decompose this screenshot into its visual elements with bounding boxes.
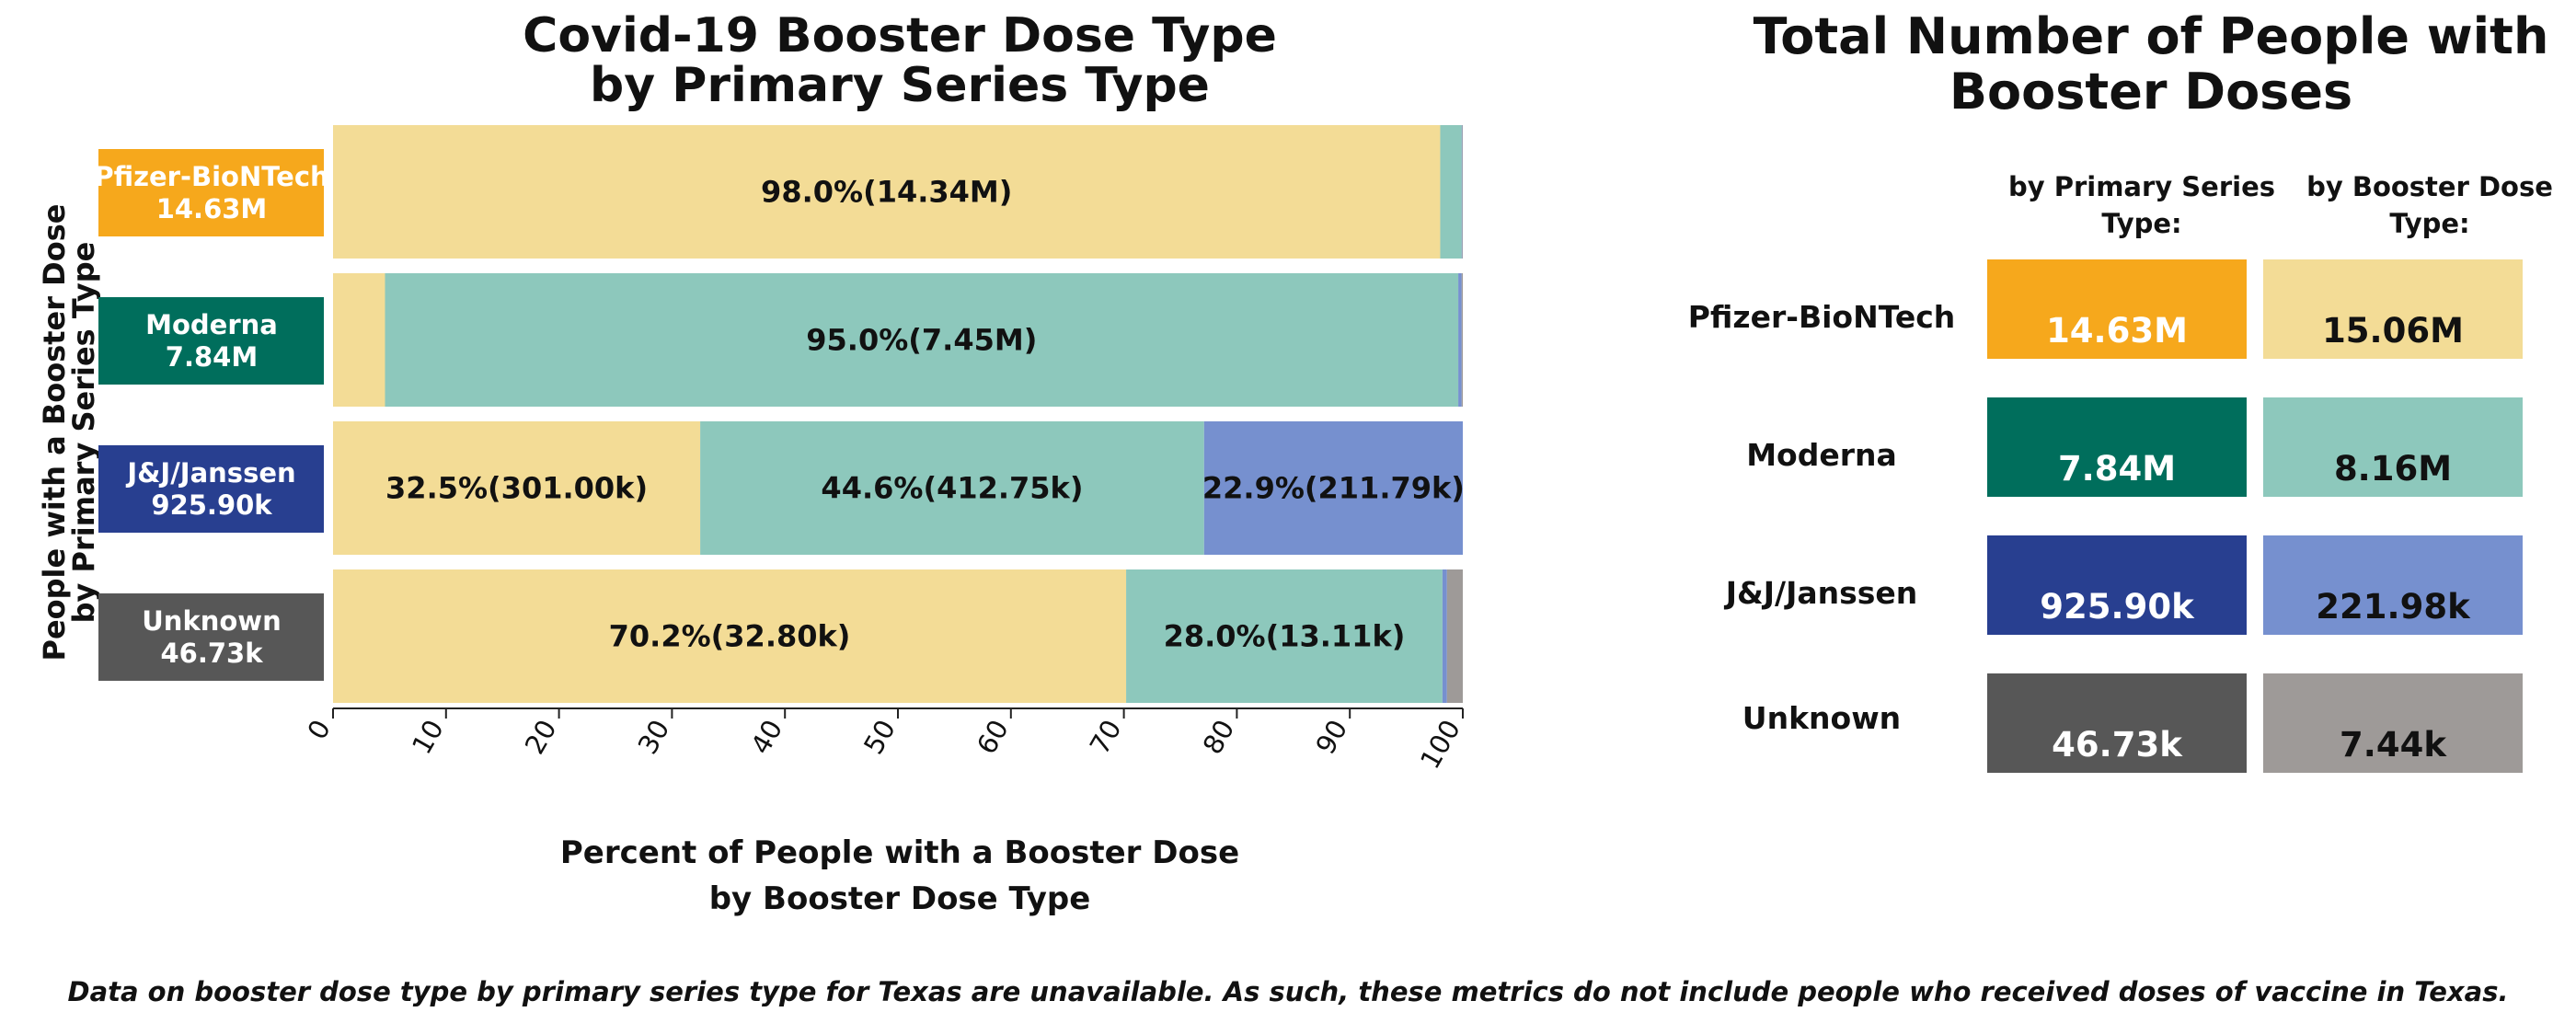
table-title-line-1: Total Number of People with <box>1754 7 2549 65</box>
x-tick-label: 100 <box>1414 715 1466 775</box>
x-tick-label: 50 <box>857 715 902 760</box>
booster-dose-cell <box>2263 673 2523 773</box>
column-header-booster-line-1: by Booster Dose <box>2306 171 2553 202</box>
category-box-unknown <box>98 593 324 681</box>
category-name: Moderna <box>145 309 278 340</box>
data-label: 22.9%(211.79k) <box>1202 471 1465 506</box>
primary-series-cell <box>1987 397 2247 497</box>
column-header-primary-line-1: by Primary Series <box>2008 171 2275 202</box>
chart-title-line-1: Covid-19 Booster Dose Type <box>523 8 1277 63</box>
data-label: 98.0%(14.34M) <box>761 175 1012 210</box>
bar-segment <box>700 421 1204 555</box>
x-tick-label: 60 <box>971 715 1015 760</box>
bar-segment <box>333 125 1441 259</box>
primary-series-cell <box>1987 259 2247 359</box>
booster-dose-value: 15.06M <box>2322 311 2464 351</box>
bar-segment <box>1461 273 1463 407</box>
data-label: 32.5%(301.00k) <box>385 471 648 506</box>
x-tick-label: 70 <box>1084 715 1128 760</box>
booster-dose-cell <box>2263 535 2523 635</box>
bar-segment <box>1461 125 1463 259</box>
x-tick-label: 20 <box>519 715 563 760</box>
booster-dose-cell <box>2263 259 2523 359</box>
footnote: Data on booster dose type by primary ser… <box>68 976 2509 1007</box>
x-tick-label: 0 <box>301 715 337 745</box>
primary-series-cell <box>1987 535 2247 635</box>
plot-area <box>333 125 1463 703</box>
data-labels: 98.0%(14.34M) 95.0%(7.45M) 32.5%(301.00k) 4… <box>385 175 1465 654</box>
category-box-pfizer-biontech <box>98 149 324 236</box>
x-axis-label-line-2: by Booster Dose Type <box>709 880 1091 917</box>
bar-segment <box>1203 421 1463 555</box>
table-title-line-2: Booster Doses <box>1949 63 2352 121</box>
x-axis-label-line-1: Percent of People with a Booster Dose <box>560 834 1239 871</box>
booster-dose-value: 7.44k <box>2340 725 2447 765</box>
column-header-primary-line-2: Type: <box>2101 208 2181 239</box>
table-row-label: Pfizer-BioNTech <box>1688 299 1956 335</box>
bar-segment <box>333 273 385 407</box>
x-tick-label: 90 <box>1309 715 1353 760</box>
data-label: 70.2%(32.80k) <box>609 619 851 654</box>
data-label: 95.0%(7.45M) <box>806 323 1037 358</box>
data-label: 44.6%(412.75k) <box>821 471 1083 506</box>
y-axis-label: People with a Booster Dose by Primary Se… <box>37 204 101 661</box>
bar-segment <box>385 273 1459 407</box>
category-total: 14.63M <box>156 193 268 224</box>
primary-series-value: 925.90k <box>2040 587 2195 627</box>
booster-totals-table: Total Number of People with Booster Dose… <box>1688 7 2553 773</box>
y-axis-label-line-2: by Primary Series Type <box>66 242 101 624</box>
booster-dose-cell <box>2263 397 2523 497</box>
table-row-label: Unknown <box>1742 700 1901 736</box>
primary-series-value: 7.84M <box>2058 449 2176 489</box>
bar-segment <box>1458 273 1462 407</box>
booster-dose-value: 8.16M <box>2334 449 2452 489</box>
category-name: Unknown <box>142 605 282 637</box>
bar-segment <box>1126 569 1443 703</box>
category-total: 925.90k <box>151 489 272 521</box>
chart-title-line-2: by Primary Series Type <box>590 58 1210 113</box>
table-rows: Pfizer-BioNTech 14.63M 15.06M Moderna 7.84M 8… <box>1688 259 2523 773</box>
y-axis-label-line-1: People with a Booster Dose <box>37 204 72 661</box>
column-header-booster-line-2: Type: <box>2389 208 2469 239</box>
x-tick-label: 40 <box>744 715 788 760</box>
category-name: Pfizer-BioNTech <box>94 161 328 192</box>
bar-segment <box>333 421 701 555</box>
category-box-moderna <box>98 297 324 385</box>
x-tick-label: 30 <box>632 715 676 760</box>
stacked-bar-chart: Covid-19 Booster Dose Type by Primary Se… <box>37 8 1466 917</box>
category-box-j-j-janssen <box>98 445 324 533</box>
bar-segment <box>1462 125 1463 259</box>
x-axis-ticks: 0 10 20 30 40 50 60 70 80 90 100 <box>301 708 1466 774</box>
x-tick-label: 80 <box>1197 715 1241 760</box>
primary-series-cell <box>1987 673 2247 773</box>
category-name: J&J/Janssen <box>125 457 295 489</box>
table-row-label: J&J/Janssen <box>1724 575 1918 611</box>
bar-segment <box>1440 125 1462 259</box>
table-row-label: Moderna <box>1746 437 1897 473</box>
data-label: 28.0%(13.11k) <box>1164 619 1406 654</box>
bar-segment <box>1446 569 1463 703</box>
primary-series-value: 46.73k <box>2052 725 2183 765</box>
bar-segment <box>333 569 1127 703</box>
x-tick-label: 10 <box>406 715 450 760</box>
category-total: 46.73k <box>160 638 263 669</box>
bar-segment <box>1442 569 1447 703</box>
primary-series-value: 14.63M <box>2046 311 2188 351</box>
booster-dose-value: 221.98k <box>2316 587 2471 627</box>
category-total: 7.84M <box>166 341 258 373</box>
